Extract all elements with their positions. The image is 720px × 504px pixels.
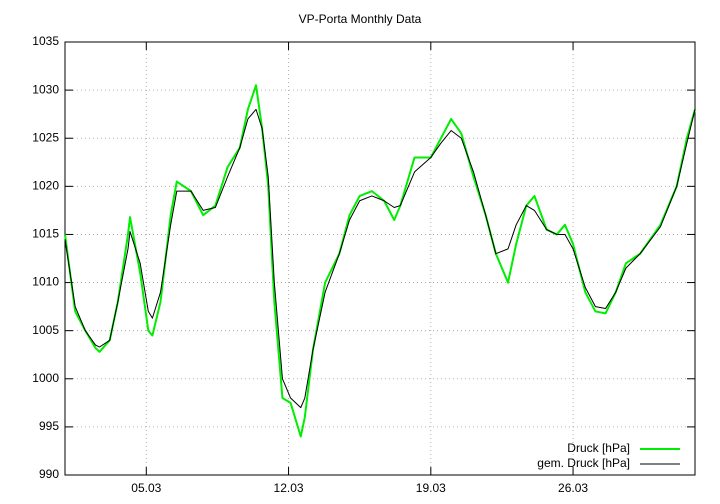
y-tick-label: 1015 [32, 227, 59, 241]
y-tick-label: 1025 [32, 130, 59, 144]
series-line [64, 108, 696, 409]
y-tick-label: 1010 [32, 275, 59, 289]
x-tick-label: 12.03 [274, 481, 304, 495]
x-tick-label: 26.03 [558, 481, 588, 495]
series-line [64, 84, 696, 438]
y-tick-label: 1030 [32, 82, 59, 96]
y-tick-label: 990 [39, 467, 59, 481]
plot-border [64, 41, 696, 476]
legend-label: Druck [hPa] [567, 441, 630, 455]
y-tick-label: 1000 [32, 371, 59, 385]
legend-label: gem. Druck [hPa] [537, 456, 630, 470]
x-tick-label: 19.03 [416, 481, 446, 495]
y-tick-label: 1035 [32, 34, 59, 48]
x-tick-label: 05.03 [131, 481, 161, 495]
chart-title: VP-Porta Monthly Data [299, 12, 422, 26]
y-tick-label: 1005 [32, 323, 59, 337]
y-tick-label: 1020 [32, 179, 59, 193]
y-tick-label: 995 [39, 419, 59, 433]
